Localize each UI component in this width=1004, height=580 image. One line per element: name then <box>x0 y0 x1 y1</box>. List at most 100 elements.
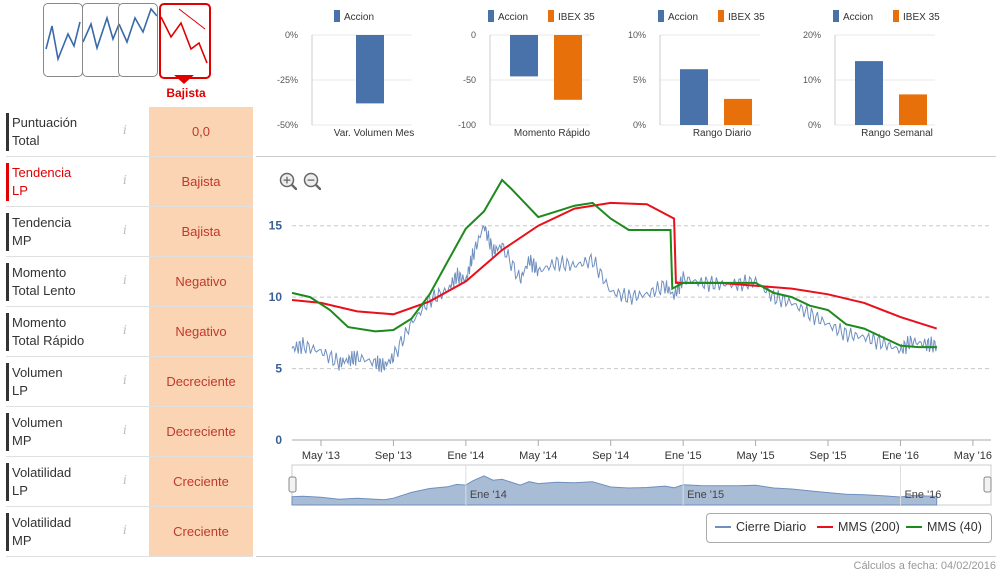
navigator-handle-right[interactable] <box>983 476 992 493</box>
row-marker <box>6 163 9 201</box>
score-value: Negativo <box>149 257 253 306</box>
legend-label: IBEX 35 <box>728 12 765 23</box>
section-divider <box>256 156 996 157</box>
bar[interactable] <box>899 94 927 125</box>
score-value: Bajista <box>149 207 253 256</box>
score-value: Negativo <box>149 307 253 356</box>
y-tick-label: -100 <box>458 120 476 130</box>
info-icon[interactable]: i <box>123 323 127 337</box>
score-label: Momento Total Lento <box>12 265 76 298</box>
series-line-mms40[interactable] <box>291 178 937 349</box>
y-tick-label: 10% <box>803 75 821 85</box>
series-line-daily[interactable] <box>291 224 938 373</box>
score-row: Tendencia MP i Bajista <box>6 207 253 257</box>
trend-thumb-uptrend[interactable] <box>43 3 83 77</box>
bar[interactable] <box>356 35 384 104</box>
trend-thumb-lateral[interactable] <box>118 3 158 77</box>
legend-label: IBEX 35 <box>558 12 595 23</box>
x-tick-label: Ene '16 <box>882 450 919 462</box>
x-tick-label: Sep '15 <box>810 450 847 462</box>
chart-legend: Cierre Diario MMS (200) MMS (40) <box>706 513 992 543</box>
y-tick-label: 0% <box>633 120 646 130</box>
price-chart[interactable]: 0 5 10 15 May '13 Sep '13 Ene '14 May '14 Sep '1… <box>256 160 1000 510</box>
navigator-handle-left[interactable] <box>288 476 297 493</box>
score-label: Puntuación Total <box>12 115 78 148</box>
bar[interactable] <box>855 61 883 125</box>
row-marker <box>6 513 9 551</box>
row-marker <box>6 413 9 451</box>
bar[interactable] <box>680 69 708 125</box>
trend-thumb-sideways[interactable] <box>82 3 122 77</box>
info-icon[interactable]: i <box>123 223 127 237</box>
navigator-label: Ene '15 <box>687 489 724 501</box>
x-tick-label: May '14 <box>519 450 557 462</box>
legend-swatch <box>893 10 899 22</box>
score-label: Tendencia LP <box>12 165 72 198</box>
score-row: Volumen LP i Decreciente <box>6 357 253 407</box>
score-label: Momento Total Rápido <box>12 315 85 348</box>
info-icon[interactable]: i <box>123 373 127 387</box>
sideways-icon <box>82 15 120 51</box>
y-tick-label: -50% <box>277 120 298 130</box>
bar[interactable] <box>724 98 752 125</box>
score-row: Volatilidad LP i Creciente <box>6 457 253 507</box>
footer-divider <box>256 556 996 557</box>
x-tick-label: May '13 <box>302 450 340 462</box>
x-tick-label: May '16 <box>954 450 992 462</box>
legend-item-mms40[interactable]: MMS (40) <box>906 520 982 534</box>
legend-label: MMS (40) <box>927 520 982 534</box>
legend-swatch <box>334 10 340 22</box>
row-marker <box>6 113 9 151</box>
info-icon[interactable]: i <box>123 273 127 287</box>
downtrend-icon <box>160 8 208 64</box>
row-marker <box>6 263 9 301</box>
legend-swatch <box>488 10 494 22</box>
chart-title: Momento Rápido <box>514 128 591 139</box>
chart-title: Rango Semanal <box>861 128 933 139</box>
mini-chart-volumen: Accion 0% -25% -50% Var. Volumen Mes <box>272 0 452 150</box>
y-tick-label: 20% <box>803 30 821 40</box>
navigator-area <box>291 475 938 506</box>
series-line-mms200[interactable] <box>291 201 938 330</box>
score-row: Tendencia LP i Bajista <box>6 157 253 207</box>
lateral-icon <box>118 7 158 45</box>
score-row: Volatilidad MP i Creciente <box>6 507 253 557</box>
legend-label: Accion <box>344 12 374 23</box>
trend-active-label: Bajista <box>166 86 206 100</box>
y-tick-label: 10% <box>628 30 646 40</box>
row-marker <box>6 213 9 251</box>
score-value: 0,0 <box>149 107 253 156</box>
y-tick-label: 0 <box>471 30 476 40</box>
zoom-out-icon: − <box>306 174 315 187</box>
zoom-in-button[interactable]: + <box>279 172 297 190</box>
legend-label: MMS (200) <box>838 520 900 534</box>
legend-swatch <box>715 526 731 528</box>
info-icon[interactable]: i <box>123 173 127 187</box>
legend-swatch <box>817 526 833 528</box>
legend-item-mms200[interactable]: MMS (200) <box>817 520 900 534</box>
score-row: Momento Total Lento i Negativo <box>6 257 253 307</box>
legend-label: Accion <box>843 12 873 23</box>
score-value: Bajista <box>149 157 253 206</box>
score-label: Volumen MP <box>12 415 63 448</box>
x-tick-label: Ene '14 <box>447 450 484 462</box>
legend-label: Accion <box>498 12 528 23</box>
row-marker <box>6 363 9 401</box>
legend-swatch <box>906 526 922 528</box>
zoom-out-button[interactable]: − <box>303 172 321 190</box>
info-icon[interactable]: i <box>123 523 127 537</box>
row-marker <box>6 463 9 501</box>
trend-thumb-downtrend[interactable] <box>159 3 211 79</box>
info-icon[interactable]: i <box>123 473 127 487</box>
mini-chart-rango-diario: Accion IBEX 35 10% 5% 0% Rango Diario <box>620 0 800 150</box>
info-icon[interactable]: i <box>123 123 127 137</box>
info-icon[interactable]: i <box>123 423 127 437</box>
legend-item-daily[interactable]: Cierre Diario <box>715 520 806 534</box>
chart-title: Rango Diario <box>693 128 752 139</box>
row-marker <box>6 313 9 351</box>
score-value: Creciente <box>149 457 253 506</box>
bar[interactable] <box>554 35 582 100</box>
y-tick-label: 15 <box>269 219 283 233</box>
bar[interactable] <box>510 35 538 77</box>
y-tick-label: 5 <box>275 362 282 376</box>
